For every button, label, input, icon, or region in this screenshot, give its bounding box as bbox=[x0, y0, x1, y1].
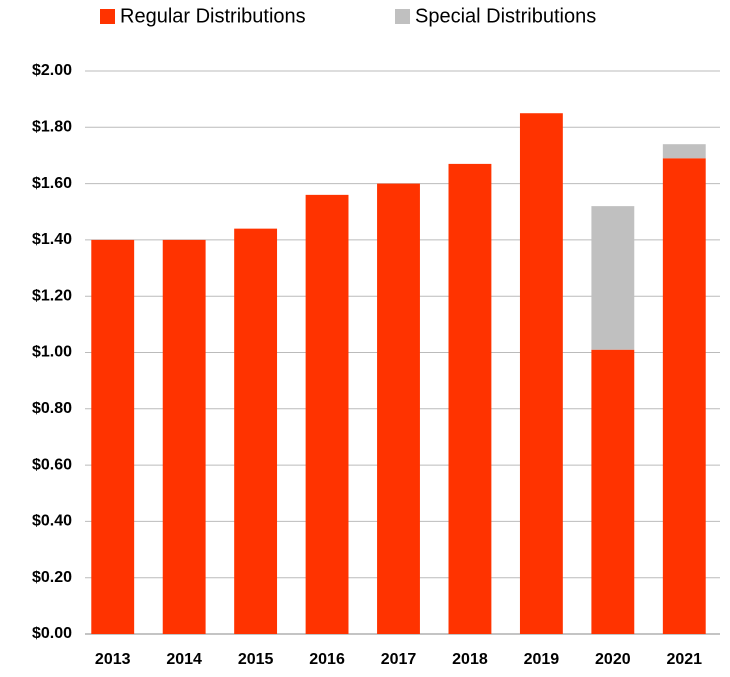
legend-label: Special Distributions bbox=[415, 5, 596, 27]
x-tick-label: 2018 bbox=[452, 651, 488, 668]
x-tick-label: 2021 bbox=[666, 651, 702, 668]
bar bbox=[305, 194, 349, 635]
x-tick-label: 2014 bbox=[166, 651, 202, 668]
bar bbox=[662, 158, 706, 634]
y-tick-label: $1.00 bbox=[32, 344, 72, 361]
bar bbox=[591, 349, 635, 634]
y-tick-label: $2.00 bbox=[32, 62, 72, 79]
y-tick-label: $1.80 bbox=[32, 119, 72, 136]
legend-label: Regular Distributions bbox=[120, 5, 306, 27]
legend-swatch bbox=[100, 9, 115, 24]
bar bbox=[591, 206, 635, 350]
bar bbox=[162, 239, 206, 634]
x-tick-label: 2019 bbox=[524, 651, 560, 668]
x-tick-label: 2015 bbox=[238, 651, 274, 668]
bar bbox=[234, 228, 278, 634]
y-tick-label: $0.20 bbox=[32, 569, 72, 586]
x-tick-label: 2020 bbox=[595, 651, 631, 668]
bar bbox=[377, 183, 420, 634]
bar bbox=[519, 113, 563, 635]
bar bbox=[448, 163, 492, 634]
bar bbox=[91, 239, 135, 634]
y-tick-label: $1.40 bbox=[32, 231, 72, 248]
x-tick-label: 2017 bbox=[381, 651, 417, 668]
y-tick-label: $0.80 bbox=[32, 400, 72, 417]
bar bbox=[662, 144, 706, 159]
y-tick-label: $0.40 bbox=[32, 513, 72, 530]
x-tick-label: 2016 bbox=[309, 651, 345, 668]
y-tick-label: $1.60 bbox=[32, 175, 72, 192]
y-tick-label: $0.60 bbox=[32, 456, 72, 473]
x-tick-label: 2013 bbox=[95, 651, 131, 668]
legend-swatch bbox=[395, 9, 410, 24]
y-tick-label: $0.00 bbox=[32, 625, 72, 642]
y-tick-label: $1.20 bbox=[32, 287, 72, 304]
